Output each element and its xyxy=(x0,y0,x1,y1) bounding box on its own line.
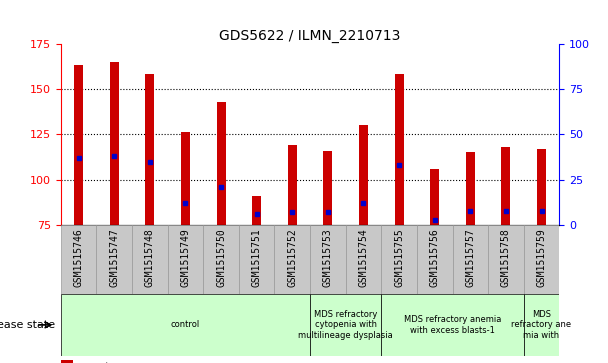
Text: count: count xyxy=(78,362,110,363)
Bar xyxy=(346,225,381,294)
Text: GSM1515754: GSM1515754 xyxy=(359,229,368,287)
Bar xyxy=(288,145,297,225)
Text: GSM1515751: GSM1515751 xyxy=(252,229,261,287)
Text: GSM1515759: GSM1515759 xyxy=(536,229,547,287)
Text: GSM1515755: GSM1515755 xyxy=(394,229,404,287)
Bar xyxy=(132,225,168,294)
Bar xyxy=(61,225,97,294)
Bar xyxy=(61,360,74,363)
Bar xyxy=(97,225,132,294)
Text: GSM1515747: GSM1515747 xyxy=(109,229,119,287)
Text: GSM1515753: GSM1515753 xyxy=(323,229,333,287)
Bar xyxy=(203,225,239,294)
Text: disease state: disease state xyxy=(0,320,55,330)
Bar xyxy=(61,294,310,356)
Bar xyxy=(523,225,559,294)
Text: GSM1515749: GSM1515749 xyxy=(181,229,190,287)
Text: GSM1515750: GSM1515750 xyxy=(216,229,226,287)
Text: GSM1515748: GSM1515748 xyxy=(145,229,155,287)
Bar xyxy=(252,196,261,225)
Bar xyxy=(274,225,310,294)
Bar xyxy=(359,125,368,225)
Text: MDS
refractory ane
mia with: MDS refractory ane mia with xyxy=(511,310,572,340)
Bar xyxy=(395,74,404,225)
Bar xyxy=(239,225,274,294)
Bar xyxy=(523,294,559,356)
Text: control: control xyxy=(171,321,200,329)
Bar xyxy=(145,74,154,225)
Bar xyxy=(110,62,119,225)
Bar xyxy=(417,225,452,294)
Text: GSM1515757: GSM1515757 xyxy=(465,229,475,287)
Bar xyxy=(381,225,417,294)
Bar xyxy=(452,225,488,294)
Text: MDS refractory
cytopenia with
multilineage dysplasia: MDS refractory cytopenia with multilinea… xyxy=(299,310,393,340)
Text: MDS refractory anemia
with excess blasts-1: MDS refractory anemia with excess blasts… xyxy=(404,315,501,335)
Text: GSM1515746: GSM1515746 xyxy=(74,229,84,287)
Bar xyxy=(216,102,226,225)
Bar xyxy=(466,152,475,225)
Bar xyxy=(168,225,203,294)
Bar xyxy=(430,169,439,225)
Bar xyxy=(537,149,546,225)
Bar xyxy=(181,132,190,225)
Text: GSM1515752: GSM1515752 xyxy=(287,229,297,287)
Text: GSM1515756: GSM1515756 xyxy=(430,229,440,287)
Text: GSM1515758: GSM1515758 xyxy=(501,229,511,287)
Bar xyxy=(323,151,333,225)
Bar xyxy=(74,65,83,225)
Title: GDS5622 / ILMN_2210713: GDS5622 / ILMN_2210713 xyxy=(219,29,401,42)
Bar xyxy=(502,147,510,225)
Bar xyxy=(381,294,523,356)
Bar xyxy=(310,294,381,356)
Bar xyxy=(488,225,523,294)
Bar xyxy=(310,225,346,294)
